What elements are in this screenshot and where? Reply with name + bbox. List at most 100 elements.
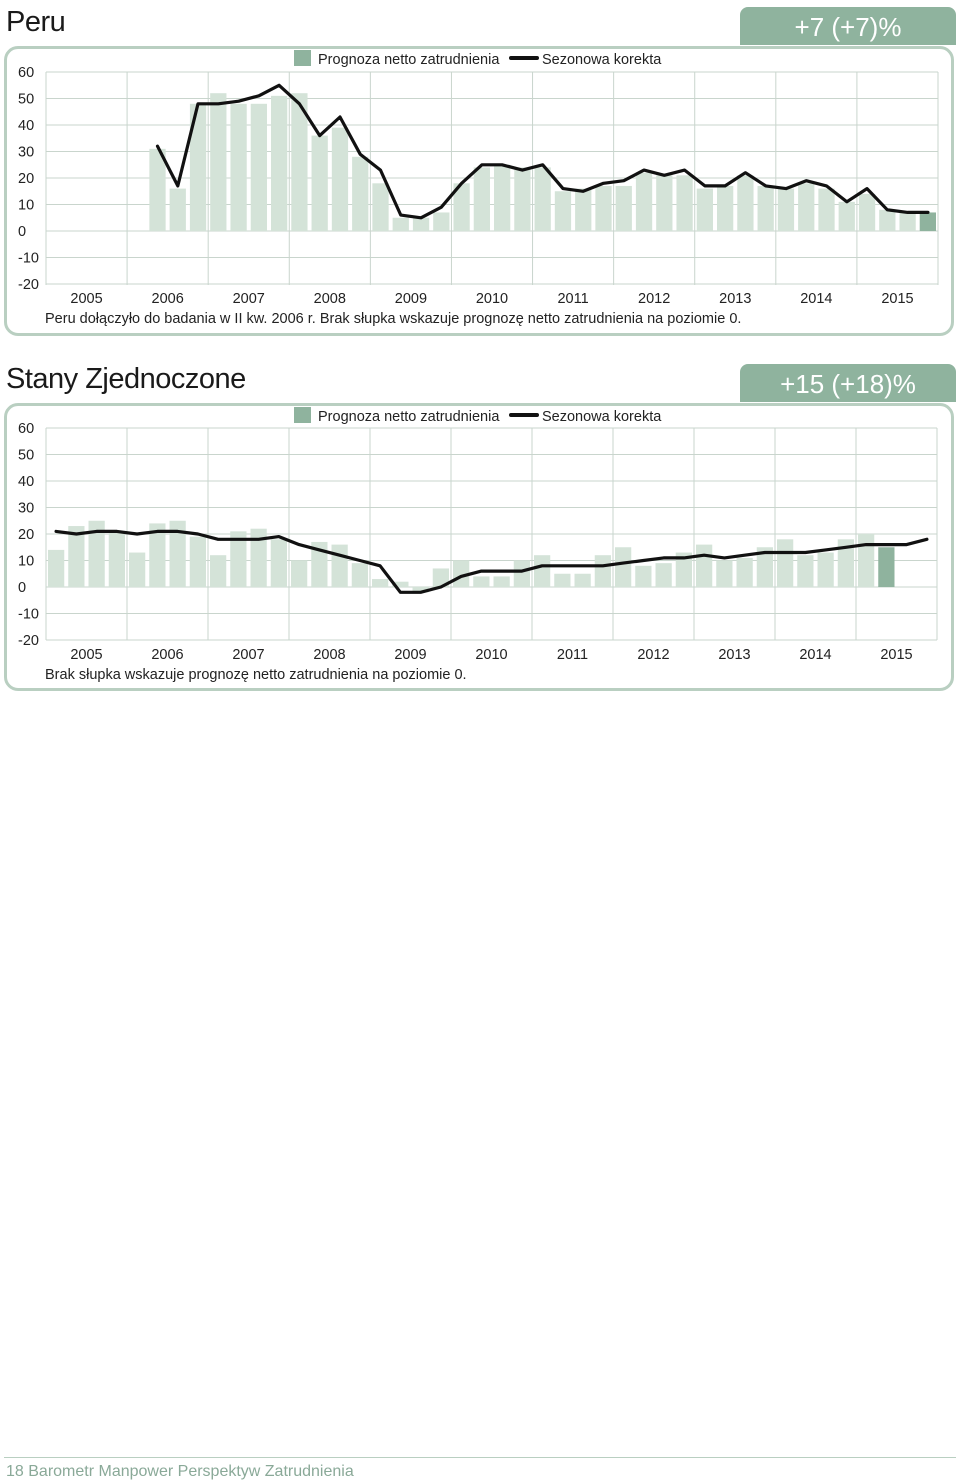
x-tick-label-usa: 2009	[394, 647, 426, 663]
bar-peru	[392, 217, 409, 231]
bar-peru	[412, 217, 430, 231]
bar-usa	[594, 555, 611, 587]
y-tick-label-peru: 60	[18, 65, 34, 81]
bar-peru	[777, 188, 795, 231]
bar-usa	[473, 576, 490, 587]
y-tick-label-peru: -10	[18, 251, 39, 267]
chart-note-peru: Peru dołączyło do badania w II kw. 2006 …	[45, 311, 742, 327]
legend-label-bar-usa: Prognoza netto zatrudnienia	[318, 409, 500, 425]
bar-usa	[392, 581, 409, 587]
bar-peru	[311, 135, 328, 231]
bar-peru	[635, 172, 653, 231]
x-tick-label-peru: 2012	[638, 291, 670, 307]
bar-usa	[513, 560, 530, 587]
bar-usa	[777, 539, 794, 587]
bar-peru	[514, 167, 531, 231]
bar-peru	[919, 212, 936, 231]
bar-peru	[615, 185, 632, 231]
publication-title: Barometr Manpower Perspektyw Zatrudnieni…	[28, 1463, 354, 1480]
bar-peru	[331, 127, 349, 231]
bar-usa	[696, 544, 713, 587]
legend-swatch-bar-peru	[294, 50, 311, 66]
bar-usa	[655, 563, 672, 587]
bar-peru	[169, 188, 186, 231]
panel-usa	[4, 403, 954, 691]
bar-usa	[129, 552, 146, 587]
bar-peru	[453, 183, 470, 231]
bar-usa	[817, 552, 834, 587]
chart-note-usa: Brak słupka wskazuje prognozę netto zatr…	[45, 667, 467, 683]
x-tick-label-peru: 2010	[476, 291, 508, 307]
bar-usa	[534, 555, 551, 587]
badge-usa: +15 (+18)%	[740, 364, 956, 402]
y-tick-label-peru: 10	[18, 198, 34, 214]
x-tick-label-peru: 2013	[719, 291, 751, 307]
bar-usa	[675, 552, 692, 587]
bar-peru	[899, 212, 916, 231]
bar-usa	[635, 565, 652, 587]
bar-usa	[291, 560, 308, 587]
bar-usa	[615, 547, 632, 587]
bar-peru	[250, 103, 267, 231]
x-tick-label-usa: 2008	[313, 647, 345, 663]
bar-usa	[756, 547, 773, 587]
y-tick-label-peru: 30	[18, 145, 34, 161]
series-line-peru	[155, 83, 930, 220]
bar-peru	[717, 185, 734, 231]
bar-usa	[837, 539, 854, 587]
bar-peru	[230, 103, 247, 231]
x-tick-label-peru: 2011	[557, 291, 588, 307]
chart-title-usa: Stany Zjednoczone	[6, 363, 246, 395]
bar-usa	[493, 576, 510, 587]
bar-peru	[372, 183, 389, 231]
x-tick-label-peru: 2005	[70, 291, 102, 307]
y-tick-label-peru: -20	[18, 277, 39, 293]
bar-peru	[149, 148, 166, 231]
series-line-usa	[54, 529, 929, 594]
x-tick-label-usa: 2005	[70, 647, 102, 663]
legend-label-line-peru: Sezonowa korekta	[542, 52, 662, 68]
bar-usa	[736, 557, 753, 587]
legend-label-bar-peru: Prognoza netto zatrudnienia	[318, 52, 500, 68]
x-tick-label-usa: 2015	[880, 647, 912, 663]
y-tick-label-usa: 60	[18, 421, 34, 437]
y-tick-label-usa: 30	[18, 501, 34, 517]
bar-usa	[453, 560, 470, 587]
bar-usa	[878, 547, 895, 587]
bar-peru	[534, 167, 551, 231]
bar-peru	[494, 164, 511, 231]
y-tick-label-usa: 40	[18, 474, 34, 490]
bar-usa	[858, 534, 875, 587]
page-number: 18	[6, 1463, 24, 1480]
bar-usa	[554, 573, 571, 587]
bar-usa	[48, 549, 65, 587]
bar-peru	[291, 93, 308, 231]
x-tick-label-usa: 2014	[799, 647, 831, 663]
x-tick-label-usa: 2012	[637, 647, 669, 663]
x-tick-label-peru: 2009	[395, 291, 427, 307]
bar-peru	[656, 175, 673, 231]
badge-peru: +7 (+7)%	[740, 7, 956, 45]
bar-usa	[68, 526, 85, 587]
x-tick-label-usa: 2013	[718, 647, 750, 663]
x-tick-label-usa: 2006	[151, 647, 183, 663]
bar-usa	[797, 555, 814, 587]
bar-usa	[331, 544, 348, 587]
bar-usa	[250, 528, 267, 587]
x-tick-label-peru: 2006	[152, 291, 184, 307]
y-tick-label-usa: 50	[18, 448, 34, 464]
x-tick-label-peru: 2008	[314, 291, 346, 307]
bar-peru	[575, 188, 592, 231]
bar-usa	[169, 520, 186, 587]
bar-usa	[351, 563, 368, 587]
bar-peru	[189, 103, 207, 231]
bar-peru	[696, 188, 713, 231]
bar-usa	[230, 531, 247, 587]
y-tick-label-usa: 10	[18, 554, 34, 570]
x-tick-label-peru: 2015	[881, 291, 913, 307]
bar-peru	[271, 95, 288, 231]
bar-peru	[838, 201, 855, 231]
y-tick-label-usa: -20	[18, 633, 39, 649]
